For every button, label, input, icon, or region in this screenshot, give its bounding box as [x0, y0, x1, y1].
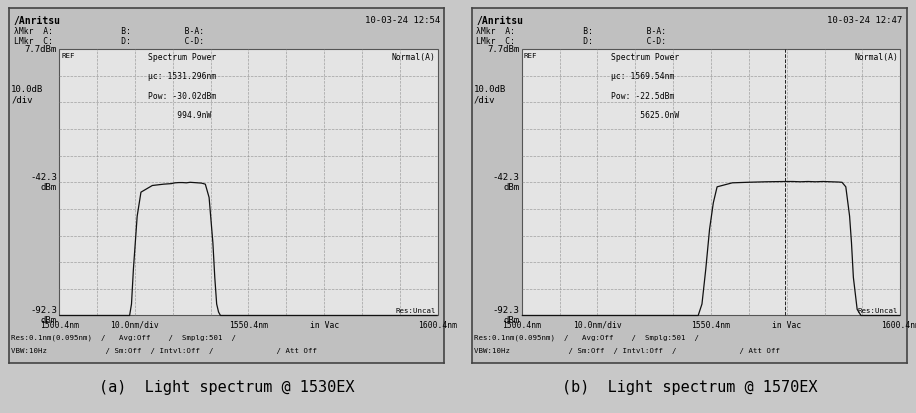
Text: REF: REF	[524, 52, 538, 59]
Text: (a)  Light spectrum @ 1530EX: (a) Light spectrum @ 1530EX	[100, 380, 354, 395]
Text: 1500.4nm: 1500.4nm	[39, 321, 79, 330]
Text: Res:Uncal: Res:Uncal	[395, 308, 436, 314]
Text: REF: REF	[61, 52, 75, 59]
Text: 1600.4nm: 1600.4nm	[419, 321, 457, 330]
Text: Spectrum Power: Spectrum Power	[611, 52, 680, 62]
Text: Normal(A): Normal(A)	[855, 52, 898, 62]
Text: /Anritsu: /Anritsu	[476, 16, 523, 26]
Text: in Vac: in Vac	[310, 321, 339, 330]
Text: 10.0nm/div: 10.0nm/div	[573, 321, 622, 330]
Text: Spectrum Power: Spectrum Power	[148, 52, 217, 62]
Text: 1550.4nm: 1550.4nm	[692, 321, 731, 330]
Text: μc: 1569.54nm: μc: 1569.54nm	[611, 72, 674, 81]
Text: λMkr  A:              B:           B-A:: λMkr A: B: B-A:	[476, 27, 666, 36]
Text: 1500.4nm: 1500.4nm	[502, 321, 541, 330]
Text: μc: 1531.296nm: μc: 1531.296nm	[148, 72, 217, 81]
Text: -92.3
dBm: -92.3 dBm	[30, 306, 57, 325]
Text: Pow: -30.02dBm: Pow: -30.02dBm	[148, 92, 217, 101]
Text: -42.3
dBm: -42.3 dBm	[493, 173, 519, 192]
Text: LMkr  C:              D:           C-D:: LMkr C: D: C-D:	[476, 38, 666, 46]
Text: Normal(A): Normal(A)	[392, 52, 436, 62]
Text: 7.7dBm: 7.7dBm	[487, 45, 519, 54]
Text: 10-03-24 12:54: 10-03-24 12:54	[365, 16, 440, 25]
Text: Pow: -22.5dBm: Pow: -22.5dBm	[611, 92, 674, 101]
Text: VBW:10Hz             / Sm:Off  / Intvl:Off  /              / Att Off: VBW:10Hz / Sm:Off / Intvl:Off / / Att Of…	[11, 348, 317, 354]
Text: 7.7dBm: 7.7dBm	[25, 45, 57, 54]
Text: 10-03-24 12:47: 10-03-24 12:47	[827, 16, 902, 25]
Text: in Vac: in Vac	[772, 321, 802, 330]
Text: -42.3
dBm: -42.3 dBm	[30, 173, 57, 192]
Text: -92.3
dBm: -92.3 dBm	[493, 306, 519, 325]
Text: Res:Uncal: Res:Uncal	[857, 308, 898, 314]
Text: /Anritsu: /Anritsu	[14, 16, 60, 26]
Text: (b)  Light spectrum @ 1570EX: (b) Light spectrum @ 1570EX	[562, 380, 817, 395]
Text: 10.0dB
/div: 10.0dB /div	[11, 85, 44, 104]
Text: 1600.4nm: 1600.4nm	[881, 321, 916, 330]
Text: 1550.4nm: 1550.4nm	[229, 321, 268, 330]
Text: 5625.0nW: 5625.0nW	[611, 111, 680, 120]
Bar	[60, 49, 438, 316]
Text: 10.0dB
/div: 10.0dB /div	[474, 85, 507, 104]
Text: LMkr  C:              D:           C-D:: LMkr C: D: C-D:	[14, 38, 203, 46]
Bar	[522, 49, 900, 316]
Text: Res:0.1nm(0.095nm)  /   Avg:Off    /  Smplg:501  /: Res:0.1nm(0.095nm) / Avg:Off / Smplg:501…	[11, 334, 236, 341]
Text: 10.0nm/div: 10.0nm/div	[111, 321, 159, 330]
Text: Res:0.1nm(0.095nm)  /   Avg:Off    /  Smplg:501  /: Res:0.1nm(0.095nm) / Avg:Off / Smplg:501…	[474, 334, 699, 341]
Text: λMkr  A:              B:           B-A:: λMkr A: B: B-A:	[14, 27, 203, 36]
Text: 994.9nW: 994.9nW	[148, 111, 212, 120]
Text: VBW:10Hz             / Sm:Off  / Intvl:Off  /              / Att Off: VBW:10Hz / Sm:Off / Intvl:Off / / Att Of…	[474, 348, 780, 354]
